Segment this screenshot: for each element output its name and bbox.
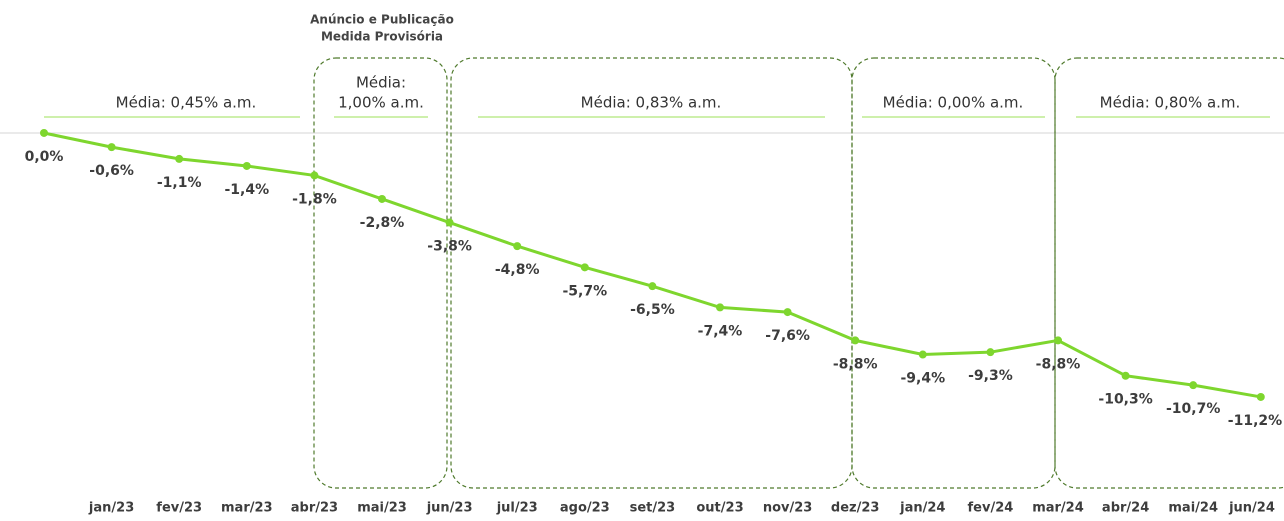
value-label: -8,8% [1036,356,1081,372]
x-tick-label: jun/23 [426,501,473,516]
value-label: -10,3% [1098,392,1152,408]
period-label: Média: 0,83% a.m. [581,94,722,112]
value-label: -1,4% [224,182,269,198]
value-label: -2,8% [360,215,405,231]
x-tick-label: jun/24 [1228,501,1275,516]
annotation-title: Medida Provisória [321,30,443,44]
value-label: 0,0% [25,149,64,165]
x-tick-label: mai/24 [1168,501,1218,516]
x-tick-label: mar/24 [1032,501,1084,516]
value-label: -3,8% [427,239,472,255]
period-label: Média: 0,45% a.m. [116,94,257,112]
value-label: -11,2% [1228,413,1282,429]
period-box [1054,57,1284,489]
x-tick-label: abr/23 [291,501,338,516]
point [513,242,522,251]
value-label: -10,7% [1166,401,1220,417]
value-label: -1,8% [292,191,337,207]
point [918,350,927,359]
point [648,282,657,291]
period-box [450,57,853,489]
point [310,171,319,180]
x-tick-label: fev/23 [156,501,202,516]
point [445,218,454,227]
x-tick-label: nov/23 [763,501,813,516]
point [1256,392,1265,401]
period-box [851,57,1056,489]
value-label: -6,5% [630,302,675,318]
point [851,336,860,345]
value-label: -4,8% [495,262,540,278]
value-label: -9,4% [900,371,945,387]
period-label: Média: 0,80% a.m. [1100,94,1241,112]
x-tick-label: out/23 [696,501,743,516]
point [986,348,995,357]
point [107,143,116,152]
period-label: Média: 0,00% a.m. [883,94,1024,112]
x-tick-label: set/23 [630,501,676,516]
point [242,161,251,170]
value-label: -8,8% [833,356,878,372]
value-label: -1,1% [157,175,202,191]
point [40,128,48,137]
x-tick-label: mai/23 [357,501,407,516]
value-label: -7,4% [698,323,743,339]
value-label: -0,6% [89,163,134,179]
x-tick-label: jan/23 [88,501,134,516]
value-label: -5,7% [562,283,607,299]
point [378,194,386,203]
x-tick-label: dez/23 [831,501,880,516]
point [580,263,589,272]
point [1121,371,1130,380]
x-tick-label: fev/24 [968,501,1014,516]
annotation-title: Anúncio e Publicação [310,13,454,27]
point [175,154,184,163]
point [1054,336,1062,345]
point [716,303,724,312]
x-tick-label: mar/23 [221,501,273,516]
value-label: -9,3% [968,368,1013,384]
period-box [313,57,448,489]
x-tick-label: ago/23 [560,501,610,516]
x-tick-label: jan/24 [899,501,945,516]
value-label: -7,6% [765,328,810,344]
period-label: Média: [356,74,406,92]
point [783,308,792,317]
period-label: 1,00% a.m. [338,94,424,112]
point [1189,381,1198,390]
x-tick-label: jul/23 [496,501,538,516]
x-tick-label: abr/24 [1102,501,1149,516]
